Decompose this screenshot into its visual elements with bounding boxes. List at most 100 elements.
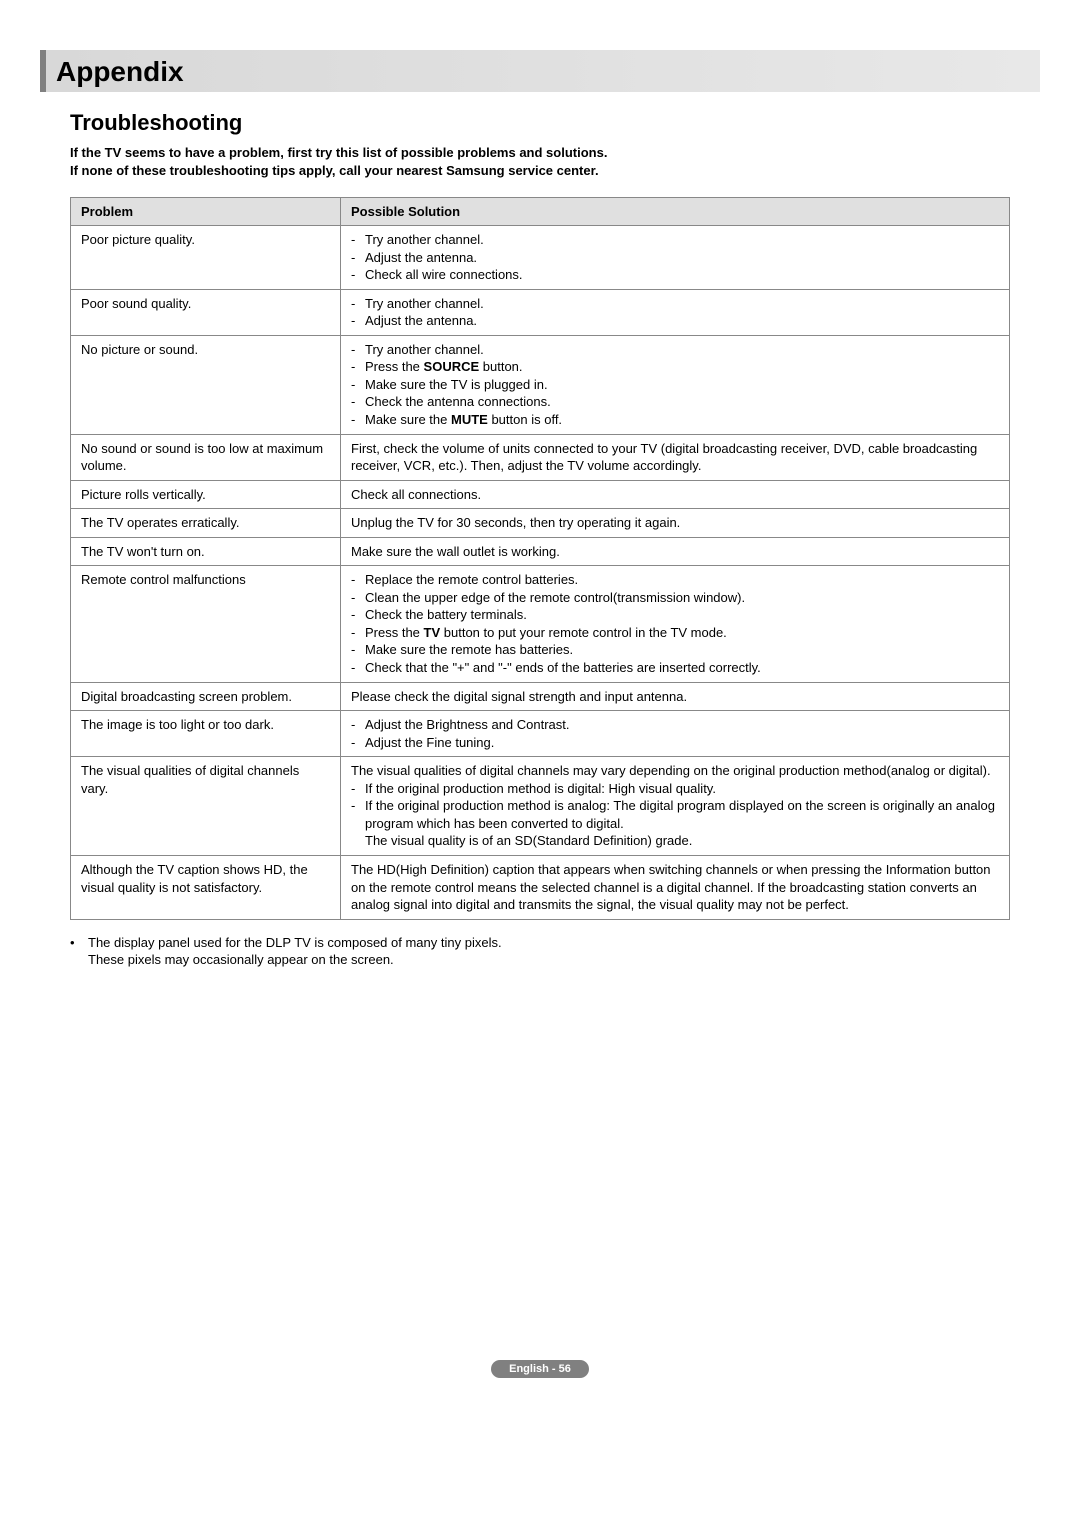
solution-cell: -Try another channel.-Adjust the antenna… [341, 289, 1010, 335]
solution-text: Make sure the remote has batteries. [365, 641, 573, 659]
dash-icon: - [351, 249, 365, 267]
solution-cell: -Adjust the Brightness and Contrast.-Adj… [341, 711, 1010, 757]
solution-outro: The visual quality is of an SD(Standard … [351, 832, 999, 850]
dash-icon: - [351, 376, 365, 394]
solution-item: -Check the antenna connections. [351, 393, 999, 411]
table-row: The image is too light or too dark.-Adju… [71, 711, 1010, 757]
solution-item: -Adjust the antenna. [351, 312, 999, 330]
table-row: Remote control malfunctions-Replace the … [71, 566, 1010, 682]
troubleshooting-table: Problem Possible Solution Poor picture q… [70, 197, 1010, 920]
table-row: Digital broadcasting screen problem.Plea… [71, 682, 1010, 711]
dash-icon: - [351, 716, 365, 734]
solution-item: -Make sure the MUTE button is off. [351, 411, 999, 429]
table-row: No picture or sound.-Try another channel… [71, 335, 1010, 434]
solution-text: Try another channel. [365, 295, 484, 313]
solution-item: -Adjust the antenna. [351, 249, 999, 267]
problem-cell: No picture or sound. [71, 335, 341, 434]
table-row: The TV operates erratically.Unplug the T… [71, 509, 1010, 538]
solution-item: -Make sure the remote has batteries. [351, 641, 999, 659]
table-row: The visual qualities of digital channels… [71, 757, 1010, 856]
solution-cell: -Try another channel.-Press the SOURCE b… [341, 335, 1010, 434]
solution-item: -Press the TV button to put your remote … [351, 624, 999, 642]
appendix-title-bar: Appendix [40, 50, 1040, 92]
problem-cell: Although the TV caption shows HD, the vi… [71, 855, 341, 919]
solution-intro: The visual qualities of digital channels… [351, 762, 999, 780]
dash-icon: - [351, 606, 365, 624]
solution-text: Check that the "+" and "-" ends of the b… [365, 659, 761, 677]
solution-item: -Clean the upper edge of the remote cont… [351, 589, 999, 607]
solution-item: -Adjust the Brightness and Contrast. [351, 716, 999, 734]
solution-item: -Press the SOURCE button. [351, 358, 999, 376]
intro-line-1: If the TV seems to have a problem, first… [70, 145, 607, 160]
solution-cell: The visual qualities of digital channels… [341, 757, 1010, 856]
problem-cell: Poor sound quality. [71, 289, 341, 335]
solution-text: Adjust the Brightness and Contrast. [365, 716, 570, 734]
dash-icon: - [351, 641, 365, 659]
dash-icon: - [351, 797, 365, 832]
table-row: Poor picture quality.-Try another channe… [71, 226, 1010, 290]
solution-text: Check the battery terminals. [365, 606, 527, 624]
solution-item: -Check that the "+" and "-" ends of the … [351, 659, 999, 677]
intro-line-2: If none of these troubleshooting tips ap… [70, 163, 599, 178]
dash-icon: - [351, 734, 365, 752]
solution-text: Press the SOURCE button. [365, 358, 523, 376]
problem-cell: No sound or sound is too low at maximum … [71, 434, 341, 480]
footnote-text: The display panel used for the DLP TV is… [88, 934, 502, 969]
dash-icon: - [351, 266, 365, 284]
page-number-badge: English - 56 [491, 1360, 589, 1378]
solution-item: -Replace the remote control batteries. [351, 571, 999, 589]
dash-icon: - [351, 571, 365, 589]
solution-text: Check the antenna connections. [365, 393, 551, 411]
dash-icon: - [351, 780, 365, 798]
solution-item: -If the original production method is an… [351, 797, 999, 832]
solution-cell: Make sure the wall outlet is working. [341, 537, 1010, 566]
dash-icon: - [351, 312, 365, 330]
table-row: No sound or sound is too low at maximum … [71, 434, 1010, 480]
solution-text: Check all wire connections. [365, 266, 523, 284]
dash-icon: - [351, 393, 365, 411]
solution-text: Adjust the Fine tuning. [365, 734, 494, 752]
table-row: The TV won't turn on.Make sure the wall … [71, 537, 1010, 566]
solution-text: Try another channel. [365, 341, 484, 359]
bullet-icon: • [70, 934, 88, 969]
solution-cell: -Replace the remote control batteries.-C… [341, 566, 1010, 682]
solution-text: Adjust the antenna. [365, 249, 477, 267]
footnote: • The display panel used for the DLP TV … [70, 934, 1010, 969]
page-footer: English - 56 [70, 1359, 1010, 1378]
problem-cell: The image is too light or too dark. [71, 711, 341, 757]
footnote-line-2: These pixels may occasionally appear on … [88, 952, 394, 967]
appendix-title: Appendix [56, 56, 184, 87]
solution-text: Adjust the antenna. [365, 312, 477, 330]
dash-icon: - [351, 295, 365, 313]
dash-icon: - [351, 411, 365, 429]
solution-cell: Check all connections. [341, 480, 1010, 509]
solution-text: Try another channel. [365, 231, 484, 249]
problem-cell: Digital broadcasting screen problem. [71, 682, 341, 711]
solution-cell: The HD(High Definition) caption that app… [341, 855, 1010, 919]
intro-text: If the TV seems to have a problem, first… [70, 144, 1010, 179]
solution-text: Replace the remote control batteries. [365, 571, 578, 589]
problem-cell: The TV won't turn on. [71, 537, 341, 566]
dash-icon: - [351, 231, 365, 249]
footnote-line-1: The display panel used for the DLP TV is… [88, 935, 502, 950]
solution-cell: Unplug the TV for 30 seconds, then try o… [341, 509, 1010, 538]
problem-cell: Picture rolls vertically. [71, 480, 341, 509]
table-row: Although the TV caption shows HD, the vi… [71, 855, 1010, 919]
solution-item: -Try another channel. [351, 295, 999, 313]
problem-cell: The TV operates erratically. [71, 509, 341, 538]
solution-item: -Adjust the Fine tuning. [351, 734, 999, 752]
table-row: Poor sound quality.-Try another channel.… [71, 289, 1010, 335]
problem-cell: The visual qualities of digital channels… [71, 757, 341, 856]
dash-icon: - [351, 659, 365, 677]
table-header-row: Problem Possible Solution [71, 198, 1010, 226]
dash-icon: - [351, 624, 365, 642]
solution-text: If the original production method is ana… [365, 797, 999, 832]
solution-text: Make sure the TV is plugged in. [365, 376, 548, 394]
solution-text: If the original production method is dig… [365, 780, 716, 798]
solution-item: -Try another channel. [351, 341, 999, 359]
solution-item: -Make sure the TV is plugged in. [351, 376, 999, 394]
solution-item: -Check the battery terminals. [351, 606, 999, 624]
problem-cell: Poor picture quality. [71, 226, 341, 290]
solution-item: -Try another channel. [351, 231, 999, 249]
solution-text: Clean the upper edge of the remote contr… [365, 589, 745, 607]
